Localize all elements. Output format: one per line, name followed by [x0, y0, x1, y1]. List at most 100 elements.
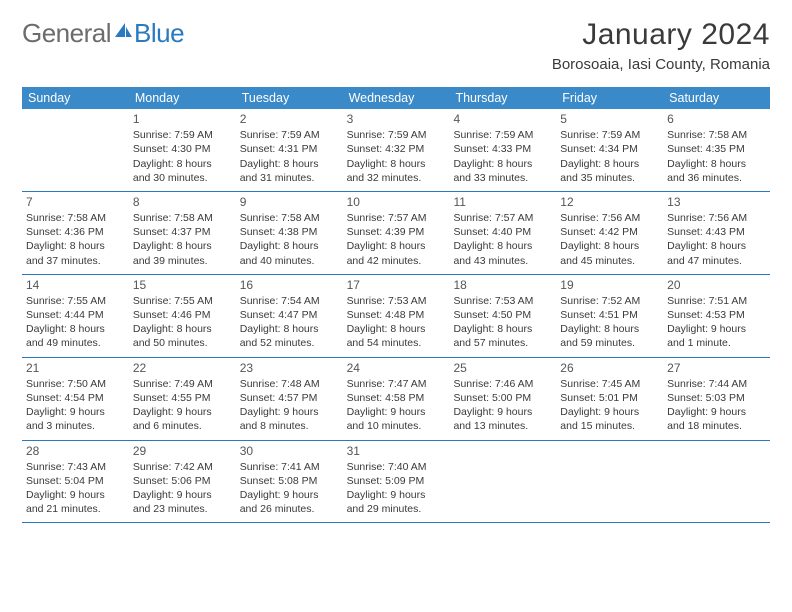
sunrise-text: Sunrise: 7:59 AM: [560, 128, 659, 142]
daylight-text: Daylight: 8 hours and 31 minutes.: [240, 157, 339, 185]
sunrise-text: Sunrise: 7:59 AM: [133, 128, 232, 142]
day-number: 14: [26, 277, 125, 293]
day-number: 29: [133, 443, 232, 459]
sunrise-text: Sunrise: 7:59 AM: [240, 128, 339, 142]
sunrise-text: Sunrise: 7:41 AM: [240, 460, 339, 474]
daylight-text: Daylight: 9 hours and 1 minute.: [667, 322, 766, 350]
day-number: 4: [453, 111, 552, 127]
sunset-text: Sunset: 5:08 PM: [240, 474, 339, 488]
day-cell: 12Sunrise: 7:56 AMSunset: 4:42 PMDayligh…: [556, 192, 663, 274]
daylight-text: Daylight: 8 hours and 33 minutes.: [453, 157, 552, 185]
sunrise-text: Sunrise: 7:59 AM: [453, 128, 552, 142]
daylight-text: Daylight: 8 hours and 39 minutes.: [133, 239, 232, 267]
day-number: 7: [26, 194, 125, 210]
day-cell: 7Sunrise: 7:58 AMSunset: 4:36 PMDaylight…: [22, 192, 129, 274]
day-cell: 31Sunrise: 7:40 AMSunset: 5:09 PMDayligh…: [343, 441, 450, 523]
daylight-text: Daylight: 9 hours and 3 minutes.: [26, 405, 125, 433]
sunrise-text: Sunrise: 7:56 AM: [560, 211, 659, 225]
day-cell: 2Sunrise: 7:59 AMSunset: 4:31 PMDaylight…: [236, 109, 343, 191]
sunset-text: Sunset: 4:35 PM: [667, 142, 766, 156]
sunset-text: Sunset: 4:32 PM: [347, 142, 446, 156]
sunrise-text: Sunrise: 7:45 AM: [560, 377, 659, 391]
day-number: 13: [667, 194, 766, 210]
daylight-text: Daylight: 9 hours and 8 minutes.: [240, 405, 339, 433]
day-number: 1: [133, 111, 232, 127]
dow-cell: Saturday: [663, 87, 770, 109]
dow-cell: Thursday: [449, 87, 556, 109]
dow-cell: Monday: [129, 87, 236, 109]
day-number: 8: [133, 194, 232, 210]
sunset-text: Sunset: 4:33 PM: [453, 142, 552, 156]
location-text: Borosoaia, Iasi County, Romania: [552, 56, 770, 73]
dow-header-row: Sunday Monday Tuesday Wednesday Thursday…: [22, 87, 770, 109]
week-row: 7Sunrise: 7:58 AMSunset: 4:36 PMDaylight…: [22, 192, 770, 275]
day-cell: 8Sunrise: 7:58 AMSunset: 4:37 PMDaylight…: [129, 192, 236, 274]
day-number: 3: [347, 111, 446, 127]
weeks-container: 1Sunrise: 7:59 AMSunset: 4:30 PMDaylight…: [22, 109, 770, 523]
sunrise-text: Sunrise: 7:47 AM: [347, 377, 446, 391]
day-cell: 11Sunrise: 7:57 AMSunset: 4:40 PMDayligh…: [449, 192, 556, 274]
day-number: 25: [453, 360, 552, 376]
day-number: 6: [667, 111, 766, 127]
dow-cell: Sunday: [22, 87, 129, 109]
daylight-text: Daylight: 9 hours and 10 minutes.: [347, 405, 446, 433]
day-cell: [663, 441, 770, 523]
sunrise-text: Sunrise: 7:48 AM: [240, 377, 339, 391]
day-cell: 19Sunrise: 7:52 AMSunset: 4:51 PMDayligh…: [556, 275, 663, 357]
daylight-text: Daylight: 9 hours and 21 minutes.: [26, 488, 125, 516]
day-cell: 5Sunrise: 7:59 AMSunset: 4:34 PMDaylight…: [556, 109, 663, 191]
day-cell: 29Sunrise: 7:42 AMSunset: 5:06 PMDayligh…: [129, 441, 236, 523]
day-cell: 28Sunrise: 7:43 AMSunset: 5:04 PMDayligh…: [22, 441, 129, 523]
sunrise-text: Sunrise: 7:57 AM: [347, 211, 446, 225]
day-cell: [22, 109, 129, 191]
sunset-text: Sunset: 4:54 PM: [26, 391, 125, 405]
day-cell: 30Sunrise: 7:41 AMSunset: 5:08 PMDayligh…: [236, 441, 343, 523]
sunrise-text: Sunrise: 7:55 AM: [26, 294, 125, 308]
daylight-text: Daylight: 8 hours and 37 minutes.: [26, 239, 125, 267]
sunrise-text: Sunrise: 7:58 AM: [667, 128, 766, 142]
daylight-text: Daylight: 9 hours and 15 minutes.: [560, 405, 659, 433]
daylight-text: Daylight: 8 hours and 52 minutes.: [240, 322, 339, 350]
sunrise-text: Sunrise: 7:44 AM: [667, 377, 766, 391]
sunrise-text: Sunrise: 7:53 AM: [347, 294, 446, 308]
title-block: January 2024 Borosoaia, Iasi County, Rom…: [552, 18, 770, 73]
day-cell: 14Sunrise: 7:55 AMSunset: 4:44 PMDayligh…: [22, 275, 129, 357]
sunrise-text: Sunrise: 7:51 AM: [667, 294, 766, 308]
day-number: 30: [240, 443, 339, 459]
daylight-text: Daylight: 9 hours and 13 minutes.: [453, 405, 552, 433]
brand-logo: General Blue: [22, 18, 184, 49]
day-cell: 22Sunrise: 7:49 AMSunset: 4:55 PMDayligh…: [129, 358, 236, 440]
day-number: 5: [560, 111, 659, 127]
sunset-text: Sunset: 4:38 PM: [240, 225, 339, 239]
daylight-text: Daylight: 9 hours and 6 minutes.: [133, 405, 232, 433]
day-number: 28: [26, 443, 125, 459]
day-cell: 24Sunrise: 7:47 AMSunset: 4:58 PMDayligh…: [343, 358, 450, 440]
day-cell: [449, 441, 556, 523]
sunrise-text: Sunrise: 7:54 AM: [240, 294, 339, 308]
day-cell: 9Sunrise: 7:58 AMSunset: 4:38 PMDaylight…: [236, 192, 343, 274]
sunset-text: Sunset: 5:01 PM: [560, 391, 659, 405]
sunset-text: Sunset: 5:03 PM: [667, 391, 766, 405]
day-number: 12: [560, 194, 659, 210]
month-title: January 2024: [552, 18, 770, 52]
daylight-text: Daylight: 8 hours and 42 minutes.: [347, 239, 446, 267]
sunset-text: Sunset: 4:30 PM: [133, 142, 232, 156]
day-number: 21: [26, 360, 125, 376]
sunrise-text: Sunrise: 7:55 AM: [133, 294, 232, 308]
sunset-text: Sunset: 5:09 PM: [347, 474, 446, 488]
sunrise-text: Sunrise: 7:40 AM: [347, 460, 446, 474]
sunset-text: Sunset: 4:58 PM: [347, 391, 446, 405]
sunset-text: Sunset: 4:48 PM: [347, 308, 446, 322]
day-number: 16: [240, 277, 339, 293]
day-cell: 17Sunrise: 7:53 AMSunset: 4:48 PMDayligh…: [343, 275, 450, 357]
day-number: 9: [240, 194, 339, 210]
sunset-text: Sunset: 5:04 PM: [26, 474, 125, 488]
dow-cell: Wednesday: [343, 87, 450, 109]
sunrise-text: Sunrise: 7:59 AM: [347, 128, 446, 142]
sail-icon: [113, 15, 133, 46]
daylight-text: Daylight: 9 hours and 26 minutes.: [240, 488, 339, 516]
sunrise-text: Sunrise: 7:56 AM: [667, 211, 766, 225]
day-cell: 6Sunrise: 7:58 AMSunset: 4:35 PMDaylight…: [663, 109, 770, 191]
brand-part1: General: [22, 18, 111, 49]
daylight-text: Daylight: 8 hours and 59 minutes.: [560, 322, 659, 350]
